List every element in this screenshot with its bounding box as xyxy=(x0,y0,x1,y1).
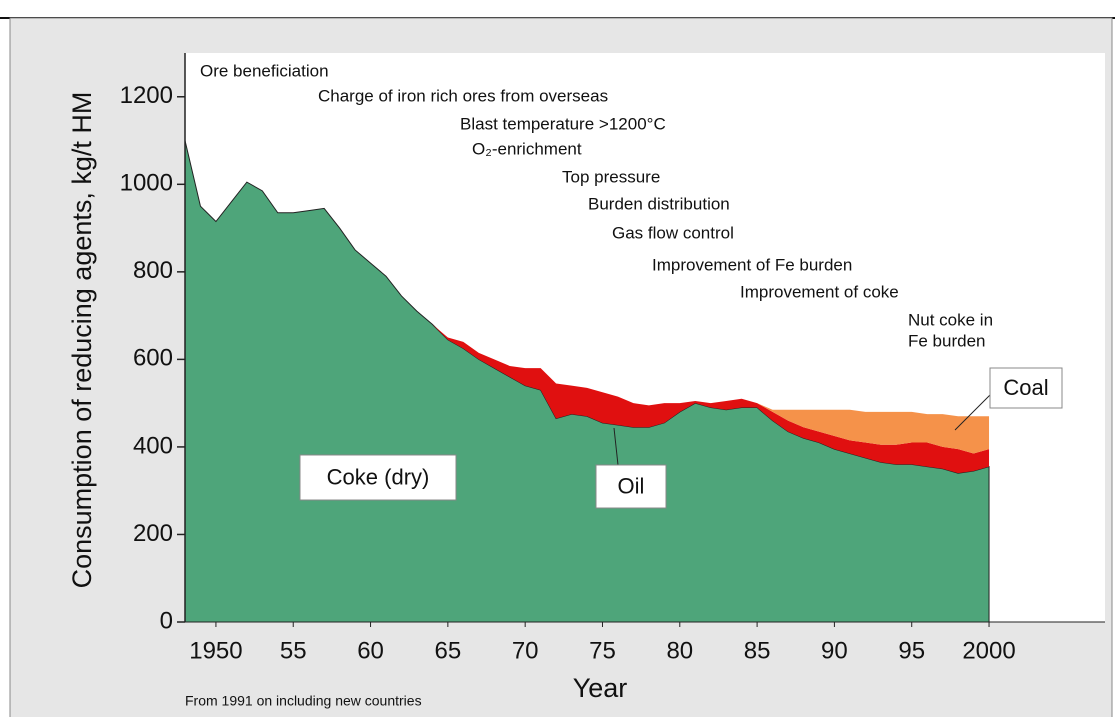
annotation: Burden distribution xyxy=(588,194,730,213)
legend-box xyxy=(299,454,457,501)
x-axis-label: Year xyxy=(573,673,628,703)
pointer-line xyxy=(613,427,619,466)
annotation: Nut coke in xyxy=(908,310,993,329)
legend-label: Coke (dry) xyxy=(327,464,430,489)
y-tick-label: 800 xyxy=(133,257,173,284)
x-tick-label: 95 xyxy=(898,637,925,664)
x-tick-label: 90 xyxy=(821,637,848,664)
x-tick-label: 65 xyxy=(435,637,462,664)
y-tick-label: 0 xyxy=(160,607,173,634)
y-tick-label: 1200 xyxy=(120,82,173,109)
area xyxy=(185,140,990,474)
y-tick-label: 600 xyxy=(133,345,173,372)
y-tick-label: 1000 xyxy=(120,170,173,197)
x-tick-label: 1950 xyxy=(189,637,242,664)
x-tick-label: 70 xyxy=(512,637,539,664)
legend-box xyxy=(989,367,1063,409)
x-tick-label: 75 xyxy=(589,637,616,664)
x-tick-label: 2000 xyxy=(962,637,1015,664)
annotation: Fe burden xyxy=(908,331,986,350)
annotation: Improvement of Fe burden xyxy=(652,255,852,274)
annotation: Ore beneficiation xyxy=(200,61,329,80)
y-axis-label: Consumption of reducing agents, kg/t HM xyxy=(67,92,97,589)
legend-label: Coal xyxy=(1003,375,1048,400)
annotation: Improvement of coke xyxy=(740,282,899,301)
x-tick-label: 85 xyxy=(744,637,771,664)
annotation: Blast temperature >1200°C xyxy=(460,114,666,133)
annotation: Top pressure xyxy=(562,167,660,186)
y-tick-label: 200 xyxy=(133,520,173,547)
legend-box xyxy=(595,464,667,509)
area xyxy=(185,140,990,454)
pointer-line xyxy=(954,394,991,431)
annotation: Charge of iron rich ores from overseas xyxy=(318,86,608,105)
footnote: From 1991 on including new countries xyxy=(185,693,422,709)
legend-label: Oil xyxy=(618,473,645,498)
y-tick-label: 400 xyxy=(133,432,173,459)
annotation: Gas flow control xyxy=(612,223,734,242)
annotation: O₂-enrichment xyxy=(472,139,582,158)
x-tick-label: 80 xyxy=(666,637,693,664)
x-tick-label: 55 xyxy=(280,637,307,664)
x-tick-label: 60 xyxy=(357,637,384,664)
